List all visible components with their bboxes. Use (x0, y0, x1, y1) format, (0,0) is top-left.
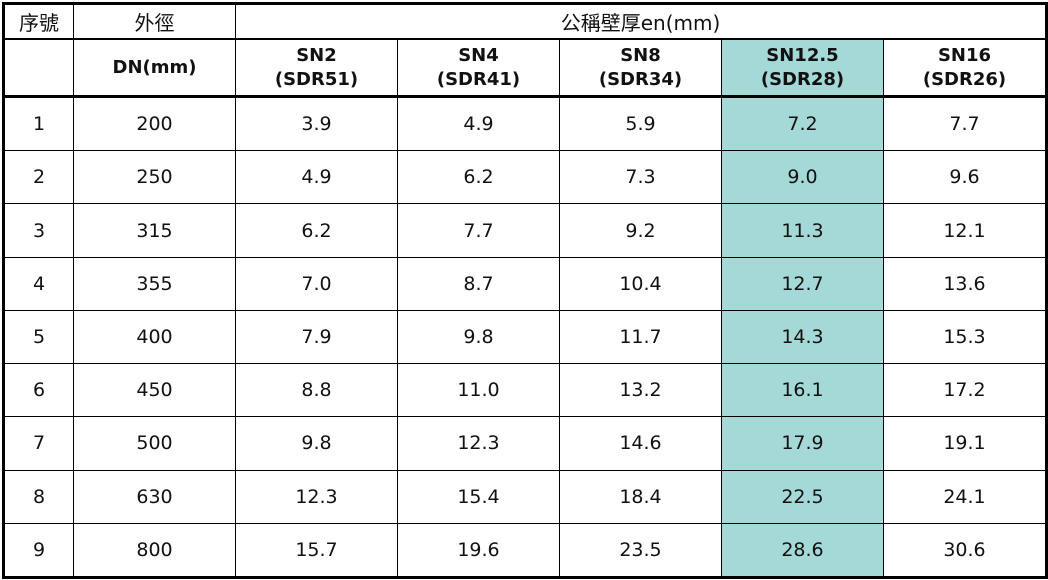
cell-sn12-5: 7.2 (721, 95, 884, 152)
header-outer-diameter: 外徑 (73, 4, 236, 40)
cell-sn4: 9.8 (397, 309, 560, 365)
header-row-1: 序號 外徑 公稱壁厚en(mm) (4, 4, 1047, 40)
cell-sn4: 4.9 (397, 95, 560, 152)
cell-seq: 3 (4, 203, 74, 258)
cell-sn8: 7.3 (559, 150, 722, 205)
cell-dn: 200 (73, 95, 236, 152)
cell-sn12-5: 16.1 (721, 363, 884, 418)
class-sdr-label: (SDR51) (274, 68, 359, 90)
class-sn-label: SN12.5 (766, 44, 839, 66)
cell-dn: 800 (73, 522, 236, 578)
cell-sn4: 7.7 (397, 203, 560, 258)
cell-sn8: 23.5 (559, 522, 722, 578)
cell-seq: 2 (4, 150, 74, 205)
cell-sn4: 11.0 (397, 363, 560, 418)
table-row: 7 500 9.8 12.3 14.6 17.9 19.1 (4, 416, 1047, 471)
cell-sn2: 4.9 (235, 150, 398, 205)
cell-sn8: 5.9 (559, 95, 722, 152)
cell-sn16: 7.7 (882, 95, 1047, 152)
header-class-sn4: SN4 (SDR41) (397, 38, 560, 98)
class-sdr-label: (SDR34) (598, 68, 683, 90)
cell-sn2: 8.8 (235, 363, 398, 418)
cell-sn16: 15.3 (882, 309, 1047, 365)
cell-seq: 6 (4, 363, 74, 418)
cell-seq: 9 (4, 522, 74, 578)
class-sn-label: SN4 (458, 44, 499, 66)
cell-sn16: 13.6 (882, 256, 1047, 311)
cell-sn12-5: 22.5 (721, 469, 884, 524)
cell-sn2: 3.9 (235, 95, 398, 152)
header-seq-blank (4, 38, 74, 98)
class-sn-label: SN8 (620, 44, 661, 66)
cell-dn: 450 (73, 363, 236, 418)
class-sdr-label: (SDR41) (436, 68, 521, 90)
header-nominal-wall: 公稱壁厚en(mm) (234, 4, 1047, 40)
class-sn-label: SN2 (296, 44, 337, 66)
cell-dn: 500 (73, 416, 236, 471)
cell-seq: 7 (4, 416, 74, 471)
cell-dn: 250 (73, 150, 236, 205)
cell-seq: 8 (4, 469, 74, 524)
class-sdr-label: (SDR28) (760, 68, 845, 90)
cell-sn2: 9.8 (235, 416, 398, 471)
cell-seq: 5 (4, 309, 74, 365)
table-row: 4 355 7.0 8.7 10.4 12.7 13.6 (4, 256, 1047, 311)
cell-sn16: 9.6 (882, 150, 1047, 205)
cell-sn16: 30.6 (882, 522, 1047, 578)
header-seq: 序號 (4, 4, 74, 40)
cell-sn16: 19.1 (882, 416, 1047, 471)
header-dn: DN(mm) (73, 38, 236, 98)
cell-sn4: 15.4 (397, 469, 560, 524)
cell-sn8: 18.4 (559, 469, 722, 524)
cell-sn16: 12.1 (882, 203, 1047, 258)
cell-sn8: 10.4 (559, 256, 722, 311)
cell-sn2: 7.9 (235, 309, 398, 365)
cell-seq: 4 (4, 256, 74, 311)
cell-dn: 630 (73, 469, 236, 524)
table-row: 9 800 15.7 19.6 23.5 28.6 30.6 (4, 522, 1047, 578)
table-row: 5 400 7.9 9.8 11.7 14.3 15.3 (4, 309, 1047, 365)
cell-sn4: 19.6 (397, 522, 560, 578)
cell-sn16: 17.2 (882, 363, 1047, 418)
cell-sn12-5: 28.6 (721, 522, 884, 578)
class-sn-label: SN16 (937, 44, 992, 66)
cell-sn8: 13.2 (559, 363, 722, 418)
cell-sn8: 9.2 (559, 203, 722, 258)
cell-sn4: 8.7 (397, 256, 560, 311)
cell-sn2: 7.0 (235, 256, 398, 311)
table-row: 6 450 8.8 11.0 13.2 16.1 17.2 (4, 363, 1047, 418)
table-row: 2 250 4.9 6.2 7.3 9.0 9.6 (4, 150, 1047, 205)
cell-sn16: 24.1 (882, 469, 1047, 524)
cell-sn12-5: 9.0 (721, 150, 884, 205)
cell-sn4: 6.2 (397, 150, 560, 205)
cell-sn2: 15.7 (235, 522, 398, 578)
cell-sn4: 12.3 (397, 416, 560, 471)
header-class-sn2: SN2 (SDR51) (235, 38, 398, 98)
table-row: 1 200 3.9 4.9 5.9 7.2 7.7 (4, 95, 1047, 152)
cell-dn: 355 (73, 256, 236, 311)
cell-sn12-5: 12.7 (721, 256, 884, 311)
header-class-sn8: SN8 (SDR34) (559, 38, 722, 98)
table-row: 8 630 12.3 15.4 18.4 22.5 24.1 (4, 469, 1047, 524)
cell-sn12-5: 11.3 (721, 203, 884, 258)
header-class-sn12-5: SN12.5 (SDR28) (721, 38, 884, 98)
cell-dn: 315 (73, 203, 236, 258)
cell-sn8: 11.7 (559, 309, 722, 365)
table-row: 3 315 6.2 7.7 9.2 11.3 12.1 (4, 203, 1047, 258)
class-sdr-label: (SDR26) (922, 68, 1007, 90)
header-class-sn16: SN16 (SDR26) (882, 38, 1047, 98)
cell-sn12-5: 17.9 (721, 416, 884, 471)
cell-sn12-5: 14.3 (721, 309, 884, 365)
cell-dn: 400 (73, 309, 236, 365)
cell-sn8: 14.6 (559, 416, 722, 471)
cell-sn2: 6.2 (235, 203, 398, 258)
cell-seq: 1 (4, 95, 74, 152)
header-row-2: DN(mm) SN2 (SDR51) SN4 (SDR41) SN8 (SDR3… (4, 38, 1047, 98)
cell-sn2: 12.3 (235, 469, 398, 524)
